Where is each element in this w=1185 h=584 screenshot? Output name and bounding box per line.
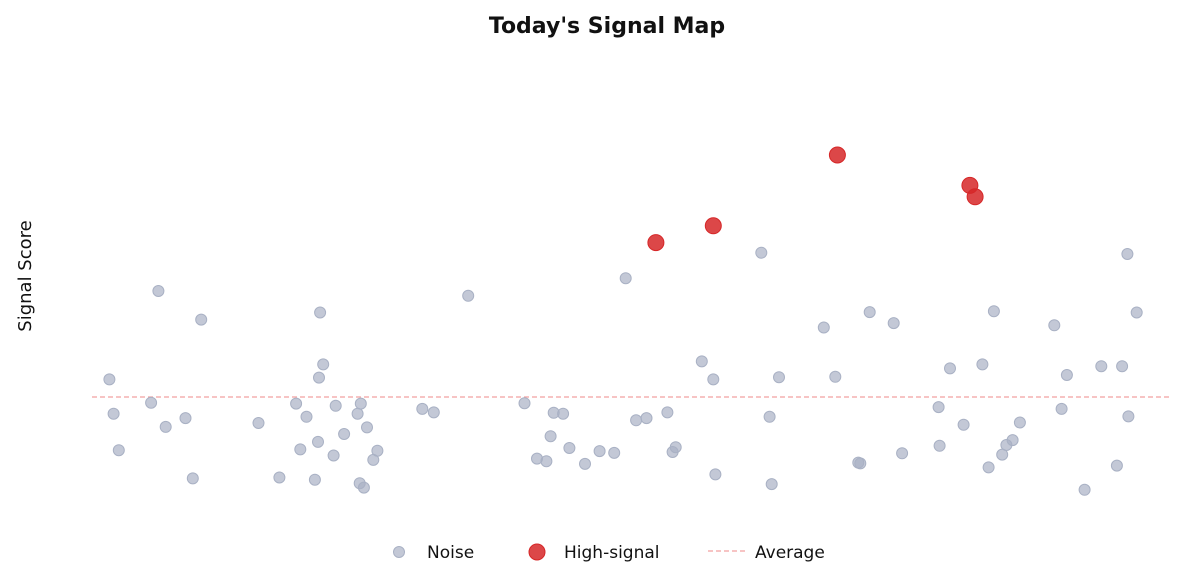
noise-point: [308, 473, 321, 486]
noise-point: [1121, 248, 1134, 260]
noise-point: [707, 373, 720, 386]
noise-point: [195, 313, 208, 326]
high-signal-point: [828, 146, 846, 164]
legend-label-noise: Noise: [427, 543, 474, 563]
noise-point: [619, 272, 632, 285]
noise-point: [329, 399, 342, 412]
noise-point: [593, 445, 606, 458]
noise-point: [145, 396, 158, 409]
legend-item-average: Average: [708, 543, 825, 563]
noise-point: [863, 306, 876, 319]
noise-point: [540, 455, 553, 468]
noise-point: [179, 412, 192, 425]
noise-point: [896, 447, 909, 460]
legend-label-average: Average: [755, 543, 825, 563]
noise-point: [887, 317, 900, 330]
noise-point: [361, 421, 373, 434]
noise-point: [765, 478, 778, 491]
noise-point: [314, 306, 327, 319]
noise-point: [416, 402, 429, 415]
noise-point: [186, 472, 199, 485]
noise-point: [944, 362, 956, 375]
high-signal-point: [966, 188, 984, 206]
noise-point: [1060, 369, 1073, 381]
noise-point: [152, 285, 165, 297]
noise-point: [817, 321, 830, 334]
noise-point: [630, 414, 643, 427]
noise-point: [290, 397, 303, 410]
noise-point: [300, 410, 313, 423]
high-signal-point: [647, 234, 665, 252]
legend-label-high-signal: High-signal: [564, 543, 660, 563]
noise-point: [1122, 410, 1135, 423]
noise-point: [1078, 483, 1091, 496]
noise-point: [932, 401, 945, 414]
noise-point: [854, 457, 867, 470]
noise-point: [982, 461, 995, 474]
points-layer: [103, 146, 1143, 496]
noise-point: [371, 444, 384, 457]
noise-point: [312, 435, 324, 448]
noise-point: [273, 471, 286, 484]
legend-item-high-signal: High-signal: [528, 543, 660, 563]
noise-point: [357, 481, 370, 494]
legend: Noise High-signal Average: [393, 543, 825, 563]
noise-point: [976, 358, 989, 371]
noise-point: [557, 407, 570, 420]
noise-point: [608, 446, 621, 459]
noise-point: [755, 246, 768, 259]
noise-point: [695, 355, 708, 368]
noise-point: [351, 407, 364, 420]
noise-point: [829, 370, 842, 383]
noise-point: [763, 410, 776, 423]
legend-item-noise: Noise: [393, 543, 474, 563]
noise-point: [1116, 360, 1129, 373]
y-axis-label: Signal Score: [15, 220, 36, 331]
noise-point: [462, 289, 475, 302]
noise-point: [294, 443, 307, 456]
noise-point: [987, 305, 1000, 318]
noise-point: [1095, 360, 1108, 373]
noise-point: [544, 430, 557, 443]
legend-marker-noise: [393, 546, 405, 558]
noise-point: [957, 418, 970, 431]
noise-point: [338, 428, 351, 440]
noise-point: [640, 412, 653, 425]
noise-point: [579, 457, 591, 470]
noise-point: [1130, 306, 1143, 319]
noise-point: [1013, 416, 1026, 429]
noise-point: [327, 449, 340, 462]
noise-point: [933, 439, 946, 452]
noise-point: [1110, 459, 1123, 472]
noise-point: [103, 373, 116, 386]
noise-point: [773, 371, 785, 384]
noise-point: [427, 406, 440, 419]
noise-point: [669, 441, 682, 454]
noise-point: [159, 420, 172, 433]
noise-point: [107, 407, 120, 420]
noise-point: [563, 442, 576, 454]
noise-point: [661, 406, 674, 419]
noise-point: [112, 444, 125, 457]
noise-point: [518, 397, 531, 410]
noise-point: [313, 371, 325, 384]
noise-point: [252, 417, 265, 429]
noise-point: [1055, 402, 1068, 415]
noise-point: [354, 397, 367, 410]
chart-title: Today's Signal Map: [489, 14, 725, 39]
high-signal-point: [704, 217, 722, 235]
noise-point: [709, 468, 722, 481]
noise-point: [317, 358, 330, 371]
legend-marker-high-signal: [528, 543, 546, 561]
noise-point: [1006, 434, 1019, 447]
noise-point: [1048, 319, 1061, 332]
